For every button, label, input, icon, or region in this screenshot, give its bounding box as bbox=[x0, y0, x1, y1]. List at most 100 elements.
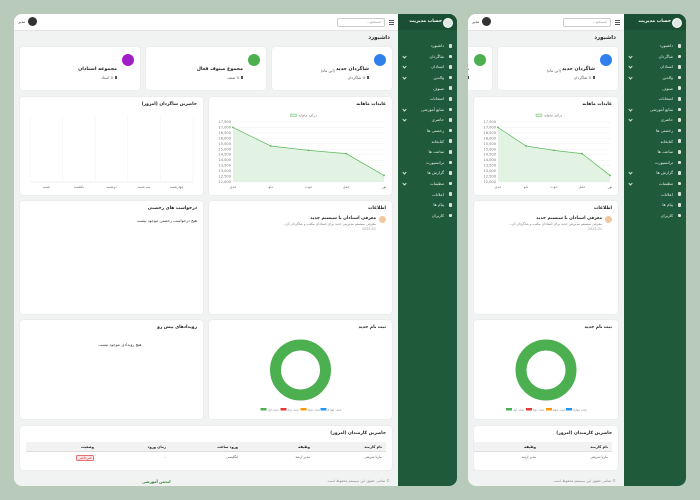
nav-item[interactable]: کاربران bbox=[624, 211, 686, 220]
table-cell: انگلیسی bbox=[226, 454, 238, 459]
nav-label: والدین bbox=[662, 74, 673, 80]
nav-item[interactable]: ترانسپورت bbox=[398, 158, 457, 167]
footer-copyright: © تمامی حقوق این سیستم محفوظ است bbox=[327, 479, 390, 483]
nav-item[interactable]: ساعت ها bbox=[624, 147, 686, 156]
nav-item[interactable]: داشبورد bbox=[398, 41, 457, 50]
y-tick-label: 12,500 bbox=[218, 175, 231, 179]
y-tick-label: 13,500 bbox=[218, 164, 231, 168]
legend-label: صنف دوم bbox=[288, 407, 300, 412]
nav-item[interactable]: کتابخانه bbox=[624, 136, 686, 145]
y-tick-label: 16,500 bbox=[218, 131, 231, 135]
nav-item[interactable]: شاگردان bbox=[624, 52, 686, 61]
announcements-card: اطلاعات معرفی استادان با سیستم جدید معرفی … bbox=[474, 201, 618, 314]
nav-label: والدین bbox=[433, 74, 444, 80]
chevron bbox=[628, 181, 633, 186]
point bbox=[383, 174, 385, 177]
legend-swatch bbox=[566, 408, 572, 411]
nav-item[interactable]: اعلانات bbox=[624, 189, 686, 198]
nav-label: ساعت ها bbox=[657, 149, 673, 155]
table-cell: مدیر ارشد bbox=[295, 454, 310, 459]
nav-icon bbox=[448, 139, 452, 143]
announcement-avatar bbox=[605, 216, 612, 223]
stat-title: شاگردان جدید bbox=[562, 67, 595, 72]
stat-bullet bbox=[468, 76, 469, 79]
nav-icon bbox=[677, 203, 681, 207]
nav-label: تنظیمات bbox=[429, 180, 444, 186]
point bbox=[525, 145, 527, 147]
menu-icon-bar bbox=[389, 21, 394, 23]
nav-item[interactable]: والدین bbox=[624, 73, 686, 82]
stat-icon bbox=[122, 54, 134, 66]
nav-item[interactable]: استادان bbox=[398, 62, 457, 71]
area bbox=[233, 127, 384, 182]
avatar bbox=[443, 18, 453, 28]
nav-item[interactable]: حاضری bbox=[624, 115, 686, 124]
chevron bbox=[628, 170, 633, 175]
nav-item[interactable]: رخصتی ها bbox=[624, 126, 686, 135]
legend-swatch bbox=[290, 113, 297, 117]
card-title: ثبت نام جدید bbox=[358, 325, 386, 330]
nav-item[interactable]: منابع آموزشی bbox=[624, 105, 686, 114]
nav-item[interactable]: منابع آموزشی bbox=[398, 105, 457, 114]
page-title: داشبورد bbox=[368, 35, 390, 41]
nav-item[interactable]: ترانسپورت bbox=[624, 158, 686, 167]
y-tick-label: 13,500 bbox=[483, 164, 496, 168]
nav-item[interactable]: حاضری bbox=[398, 115, 457, 124]
nav-item[interactable]: شاگردان bbox=[398, 52, 457, 61]
nav-item[interactable]: اعلانات bbox=[398, 189, 457, 198]
nav-item[interactable]: گزارش ها bbox=[624, 168, 686, 177]
table-cell: ماریا شریفی bbox=[364, 454, 382, 459]
nav-label: رخصتی ها bbox=[426, 127, 444, 133]
nav-icon bbox=[448, 118, 452, 122]
card-title: عایدات ماهانه bbox=[582, 102, 612, 107]
nav-label: امتحانات bbox=[658, 96, 673, 102]
card-title: حاضرین کارمندان (امروز) bbox=[556, 431, 612, 436]
nav-label: تنظیمات bbox=[658, 180, 673, 186]
content: جستجو... مدیر داشبورد شاگردان جدید (این ماه)… bbox=[14, 14, 398, 486]
nav-item[interactable]: صنوف bbox=[624, 83, 686, 92]
nav-icon bbox=[677, 65, 681, 69]
nav-item[interactable]: والدین bbox=[398, 73, 457, 82]
search-box[interactable]: جستجو... bbox=[337, 18, 385, 27]
nav-item[interactable]: امتحانات bbox=[624, 94, 686, 103]
nav-icon bbox=[677, 128, 681, 133]
nav-label: استادان bbox=[431, 64, 444, 70]
nav-label: منابع آموزشی bbox=[649, 106, 673, 112]
nav-item[interactable]: داشبورد bbox=[624, 41, 686, 50]
legend-label: صنف دوم bbox=[533, 407, 545, 412]
x-tick-label: حوت bbox=[550, 185, 557, 189]
card-title: حاضرین شاگردان (امروز) bbox=[141, 102, 197, 107]
legend-swatch bbox=[506, 408, 512, 411]
nav-item[interactable]: کتابخانه bbox=[398, 136, 457, 145]
nav-icon bbox=[448, 128, 452, 133]
nav-item[interactable]: امتحانات bbox=[398, 94, 457, 103]
point bbox=[307, 149, 310, 152]
table-cell: ماریا شریفی bbox=[590, 454, 608, 459]
nav-item[interactable]: استادان bbox=[624, 62, 686, 71]
nav-icon bbox=[677, 75, 681, 80]
y-tick-label: 12,000 bbox=[483, 180, 496, 184]
menu-icon-bar bbox=[615, 19, 620, 21]
nav-label: پیام ها bbox=[662, 202, 673, 208]
narrow-view: حساب مدیریت داشبورد شاگردان استادان والدین صن… bbox=[468, 14, 686, 486]
nav-item[interactable]: کاربران bbox=[398, 211, 457, 220]
nav-item[interactable]: ساعت ها bbox=[398, 147, 457, 156]
nav-icon bbox=[677, 97, 681, 101]
card-title: رویدادهای پیش رو bbox=[157, 325, 197, 330]
nav-item[interactable]: پیام ها bbox=[624, 200, 686, 209]
nav-item[interactable]: رخصتی ها bbox=[398, 126, 457, 135]
announcement-text: معرفی سیستم مدیریتی جدید برای استادان مک… bbox=[508, 222, 602, 226]
announcement-avatar bbox=[379, 216, 386, 223]
nav-item[interactable]: پیام ها bbox=[398, 200, 457, 209]
nav-item[interactable]: تنظیمات bbox=[398, 179, 457, 188]
nav-item[interactable]: صنوف bbox=[398, 83, 457, 92]
nav-item[interactable]: تنظیمات bbox=[624, 179, 686, 188]
table-cell: - bbox=[164, 454, 166, 459]
nav-item[interactable]: گزارش ها bbox=[398, 168, 457, 177]
search-box[interactable]: جستجو... bbox=[563, 18, 611, 27]
x-tick-label: حمل bbox=[578, 185, 585, 189]
legend-label: صنف چهارم bbox=[573, 407, 588, 412]
stat-icon bbox=[600, 54, 612, 66]
donut-segment bbox=[270, 339, 331, 401]
